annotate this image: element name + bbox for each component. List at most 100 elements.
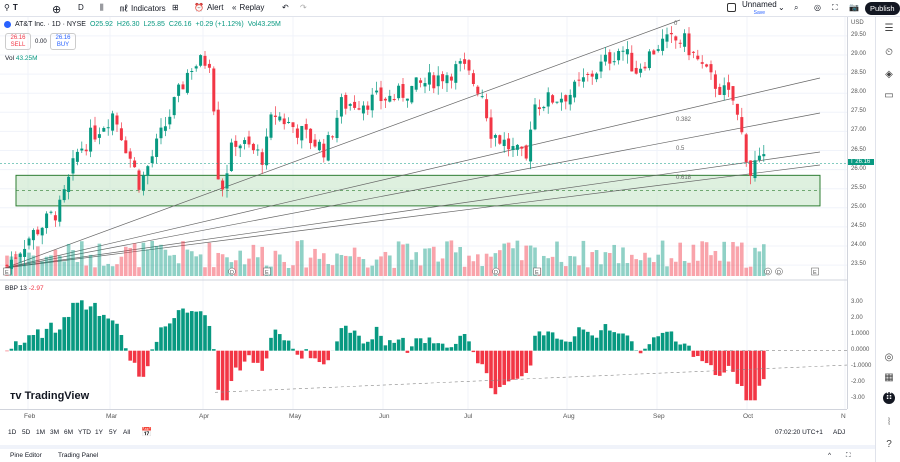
volume-bar [361,259,366,276]
watchlist-icon[interactable]: ☰ [884,23,894,34]
candle [718,86,722,95]
range-5d[interactable]: 5D [22,429,31,436]
candle [687,33,691,56]
range-1d[interactable]: 1D [8,429,17,436]
buy-button[interactable]: 26.16 BUY [50,33,76,50]
tab-pine-editor[interactable]: Pine Editor [10,452,42,459]
candle [146,166,150,176]
candle [608,52,612,64]
volume-bar [696,260,700,276]
replay-button[interactable]: «Replay [232,3,265,12]
alarm-clock-icon[interactable]: ⏲ [885,47,893,58]
undo-icon[interactable]: ↶ [282,3,289,12]
candle [643,66,647,69]
bbp-bar [225,350,229,401]
time-axis[interactable]: Feb Mar Apr May Jun Jul Aug Sep Oct N [0,409,847,425]
chat-icon[interactable]: ▭ [884,90,894,101]
candle [273,115,277,117]
range-1m[interactable]: 1M [36,429,46,436]
candle [335,117,339,139]
camera-icon[interactable]: 📷 [849,3,859,12]
candle [722,85,726,96]
candle [155,138,159,157]
range-3m[interactable]: 3M [50,429,60,436]
volume-bar [132,243,137,276]
signal-icon[interactable]: ⦚ [887,417,891,428]
indicator-legend[interactable]: BBP 13 -2.97 [5,285,44,292]
volume-bar [313,248,317,276]
candle [674,36,678,41]
chart-type-icon[interactable]: ⫼ [100,3,104,12]
candle [251,143,255,151]
bbp-bar [352,330,357,351]
apps-grid-icon[interactable]: ⠿ [883,392,895,404]
layers-icon[interactable]: ◈ [885,69,893,80]
candle [467,60,471,71]
goto-date-icon[interactable]: 📅 [141,427,153,437]
volume-bar [489,256,493,276]
candle [595,73,599,80]
add-symbol-icon[interactable]: ⊕ [52,4,62,16]
volume-bar [612,244,616,276]
volume-bar [590,252,594,276]
adjust-button[interactable]: ADJ [833,429,846,436]
volume-bar [533,247,537,276]
help-icon[interactable]: ? [886,439,892,450]
publish-button[interactable]: Publish [865,2,900,15]
bbp-bar [282,340,286,351]
bbp-bar [247,350,251,356]
time-tick: Sep [653,413,665,420]
chart-canvas[interactable]: 0 0.382 0.5 0.618 E D E D E D D E [0,17,847,409]
collapse-icon[interactable]: ^ [828,452,832,459]
calendar-icon[interactable]: ▦ [884,372,894,383]
candle [669,32,673,35]
volume-bar [748,266,753,276]
range-5y[interactable]: 5Y [109,429,117,436]
range-1y[interactable]: 1Y [95,429,103,436]
bbp-bar [75,302,80,351]
bbp-bar [542,335,546,351]
layout-name[interactable]: Unnamed Save [742,0,777,17]
candle [603,54,607,62]
target-icon[interactable]: ◎ [884,352,894,363]
range-all[interactable]: All [123,429,131,436]
volume-bar [731,242,735,276]
volume-bar [550,256,555,276]
volume-bar [511,248,515,276]
quick-search-icon[interactable]: ⌕ [794,3,799,12]
candle [133,160,137,168]
bbp-bar [511,350,515,380]
bbp-bar [269,337,273,351]
bbp-bar [445,347,449,351]
volume-bar [295,241,300,276]
maximize-icon[interactable]: ⛶ [846,452,851,459]
interval-button[interactable]: D [78,3,84,12]
templates-icon[interactable]: ⊞ [172,3,179,12]
volume-bar [660,240,665,276]
symbol-search[interactable]: ⚲ T [4,3,18,12]
volume-bar [643,252,647,276]
candle [291,122,295,128]
currency-selector[interactable]: USD [851,20,864,26]
layout-checkbox[interactable] [727,3,736,12]
settings-icon[interactable]: ◎ [814,3,821,12]
tab-trading-panel[interactable]: Trading Panel [58,452,99,459]
chevron-down-icon[interactable]: ⌄ [778,3,785,12]
candle [141,175,145,191]
clock[interactable]: 07:02:20 UTC+1 [775,429,823,436]
sell-button[interactable]: 26.16 SELL [5,33,31,50]
range-ytd[interactable]: YTD [78,429,91,436]
candle [300,125,304,141]
candle [735,103,739,115]
candle [199,55,203,66]
price-axis[interactable]: USD 29.50 29.00 28.50 28.00 27.50 27.00 26.50 2… [847,17,874,409]
redo-icon[interactable]: ↷ [300,3,307,12]
alert-button[interactable]: ⏰ Alert [194,3,224,12]
volume-bar [564,266,568,276]
indicators-button[interactable]: ㎖ Indicators [120,4,166,13]
symbol-name[interactable]: AT&T Inc. · 1D · NYSE [15,21,86,28]
candle [656,49,660,51]
volume-bar [572,256,577,276]
fullscreen-icon[interactable]: ⛶ [832,3,838,12]
range-6m[interactable]: 6M [64,429,74,436]
